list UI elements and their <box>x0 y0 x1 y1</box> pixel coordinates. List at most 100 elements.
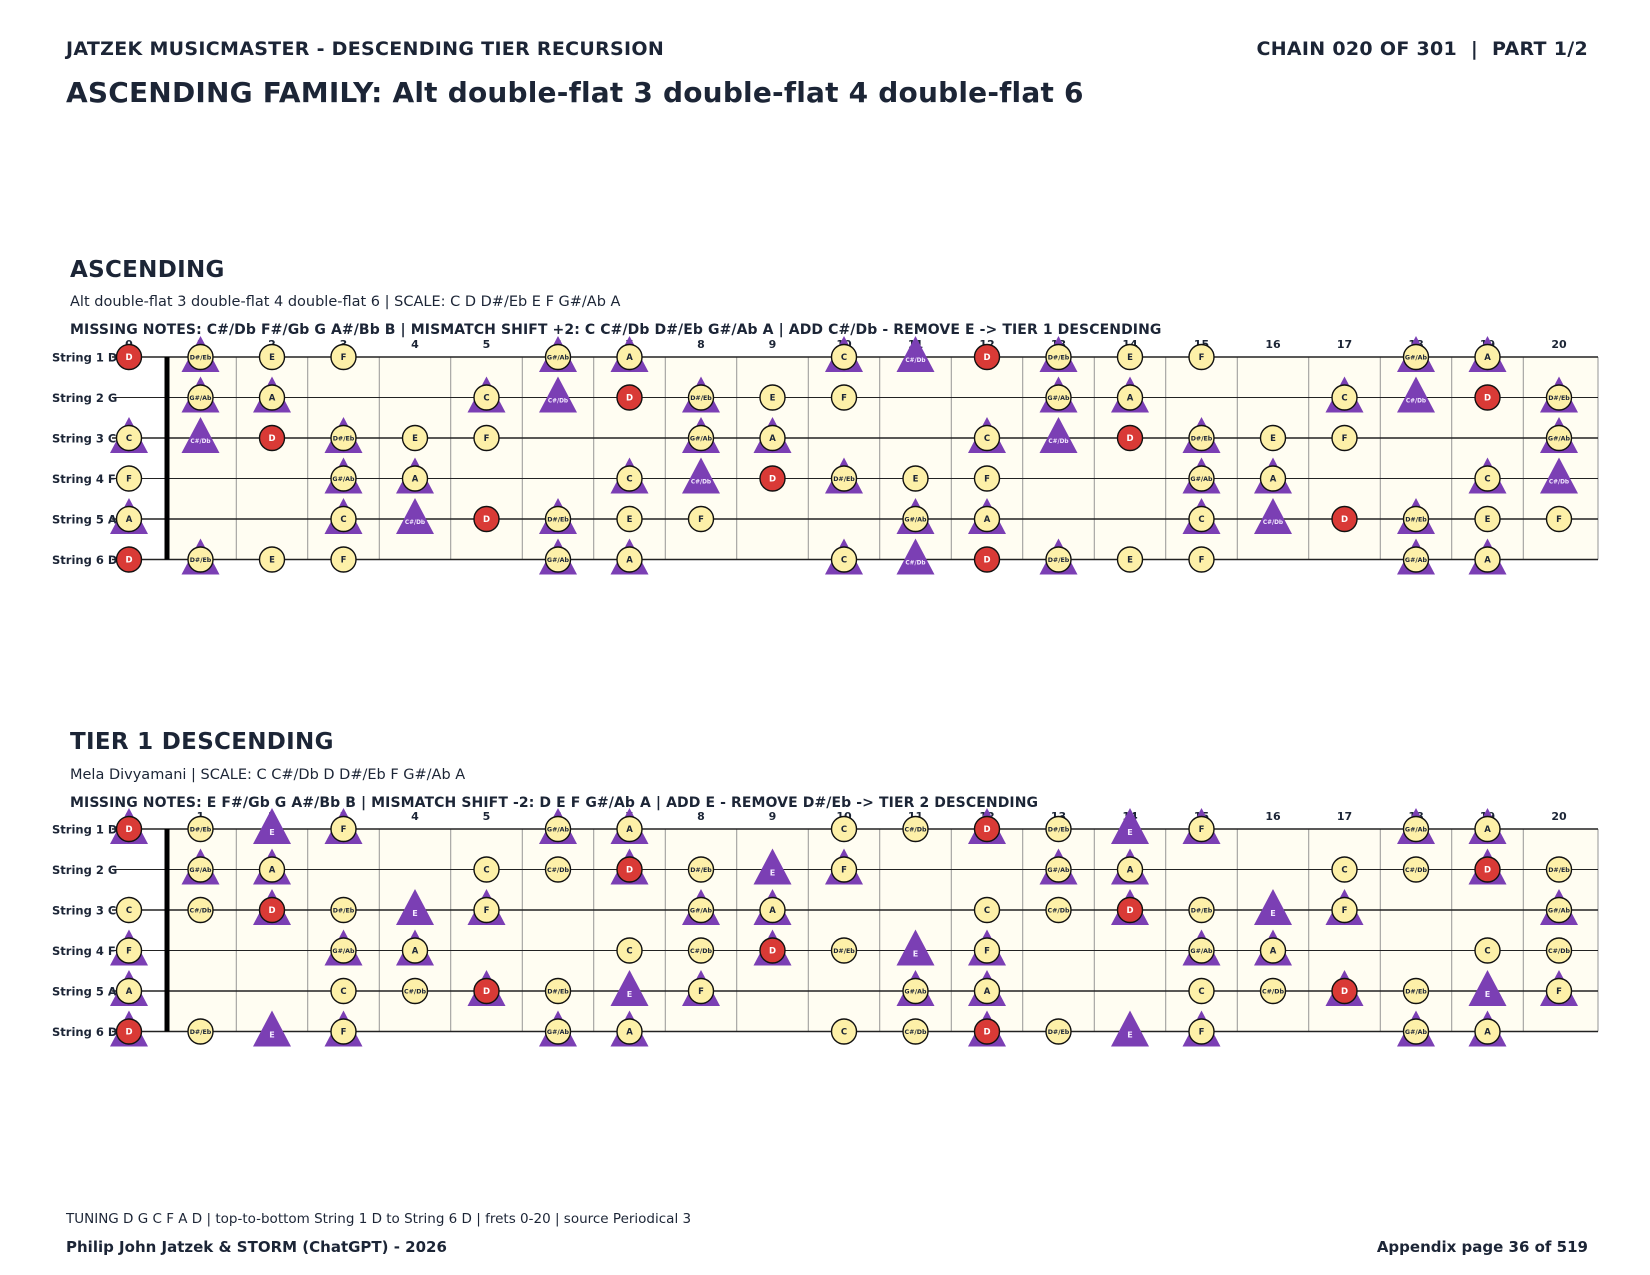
note-marker <box>1188 343 1215 371</box>
shift-triangle <box>896 336 935 372</box>
shift-triangle <box>1397 376 1435 413</box>
note-label: A <box>1127 866 1134 876</box>
root-note-marker <box>1116 424 1144 452</box>
note-label: D <box>1126 906 1133 916</box>
note-label: D <box>1484 394 1491 404</box>
note-marker <box>902 505 929 533</box>
note-label: D#/Eb <box>833 476 855 483</box>
note-marker <box>1331 424 1358 452</box>
note-marker <box>1045 856 1072 883</box>
note-marker <box>1402 977 1430 1005</box>
note-marker <box>330 465 357 492</box>
note-marker <box>973 977 1001 1005</box>
note-label: D <box>1341 515 1348 525</box>
note-label: C#/Db <box>190 907 212 914</box>
note-label: D#/Eb <box>1405 988 1427 995</box>
note-label: F <box>126 947 132 957</box>
note-label: C <box>1484 475 1490 485</box>
note-label: D <box>125 353 132 363</box>
note-label: C <box>841 825 847 835</box>
note-marker <box>830 1018 858 1045</box>
fret-number: 17 <box>1337 338 1352 351</box>
note-marker <box>401 937 429 964</box>
fret-number: 17 <box>1337 810 1352 823</box>
root-note-marker <box>115 1018 143 1045</box>
string-label: String 3 C <box>52 904 116 918</box>
note-label: D#/Eb <box>1548 867 1570 874</box>
shift-note-label: E <box>770 868 775 877</box>
note-label: A <box>626 556 633 566</box>
note-marker <box>1545 896 1573 924</box>
note-label: G#/Ab <box>547 1029 570 1036</box>
note-label: A <box>126 987 133 997</box>
root-note-marker <box>973 343 1001 371</box>
note-marker <box>258 546 286 573</box>
note-marker <box>1545 856 1573 883</box>
shift-triangle <box>610 970 649 1006</box>
note-label: F <box>484 434 490 444</box>
note-marker <box>1259 937 1287 964</box>
note-label: G#/Ab <box>1047 867 1070 874</box>
note-label: A <box>269 866 276 876</box>
note-marker <box>1474 546 1501 573</box>
note-label: D#/Eb <box>547 988 569 995</box>
note-marker <box>1474 815 1501 843</box>
note-marker <box>1474 505 1501 533</box>
note-marker <box>973 937 1001 964</box>
note-label: C <box>483 394 489 404</box>
note-marker <box>973 896 1001 924</box>
string-label: String 2 G <box>52 863 117 877</box>
shift-triangle <box>253 1010 291 1047</box>
note-label: A <box>626 1028 633 1038</box>
note-marker <box>115 424 143 452</box>
note-marker <box>1402 856 1430 883</box>
note-marker <box>1331 856 1358 883</box>
note-marker <box>187 1018 214 1045</box>
root-note-marker <box>1116 896 1144 924</box>
note-marker <box>187 343 214 371</box>
note-label: A <box>769 434 776 444</box>
note-label: D <box>626 394 633 404</box>
footer-tuning: TUNING D G C F A D | top-to-bottom Strin… <box>66 1211 692 1227</box>
note-marker <box>544 815 572 843</box>
fretboard-background <box>167 357 1598 560</box>
shift-note-label: E <box>1127 1030 1132 1039</box>
root-note-marker <box>473 505 500 533</box>
note-marker <box>902 977 929 1005</box>
note-marker <box>544 856 572 883</box>
note-marker <box>544 1018 572 1045</box>
note-label: D#/Eb <box>690 867 712 874</box>
note-label: D#/Eb <box>690 395 712 402</box>
note-label: D <box>1126 434 1133 444</box>
note-marker <box>330 815 357 843</box>
footer-authors: Philip John Jatzek & STORM (ChatGPT) - 2… <box>66 1238 447 1256</box>
note-marker <box>187 546 214 573</box>
note-marker <box>330 937 357 964</box>
note-label: G#/Ab <box>1405 826 1428 833</box>
note-marker <box>401 424 429 452</box>
string-label: String 1 D <box>52 823 117 837</box>
note-marker <box>759 896 786 924</box>
note-marker <box>1331 896 1358 924</box>
note-marker <box>401 977 429 1005</box>
note-marker <box>1402 343 1430 371</box>
note-label: D#/Eb <box>833 948 855 955</box>
note-label: A <box>1270 947 1277 957</box>
note-marker <box>616 1018 643 1045</box>
note-label: F <box>1342 906 1348 916</box>
note-label: G#/Ab <box>332 476 355 483</box>
note-label: D#/Eb <box>190 1029 212 1036</box>
note-label: A <box>1484 825 1491 835</box>
note-marker <box>1188 465 1215 492</box>
note-marker <box>687 896 715 924</box>
note-label: G#/Ab <box>189 395 212 402</box>
shift-note-label: E <box>1270 909 1275 918</box>
note-label: C <box>841 1028 847 1038</box>
note-marker <box>330 424 357 452</box>
note-label: F <box>984 475 990 485</box>
root-note-marker <box>1474 384 1501 411</box>
note-marker <box>687 424 715 452</box>
note-marker <box>687 505 715 533</box>
note-label: G#/Ab <box>904 516 927 523</box>
note-marker <box>830 384 858 411</box>
